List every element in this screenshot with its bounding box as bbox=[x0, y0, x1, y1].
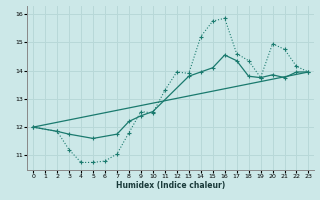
X-axis label: Humidex (Indice chaleur): Humidex (Indice chaleur) bbox=[116, 181, 226, 190]
